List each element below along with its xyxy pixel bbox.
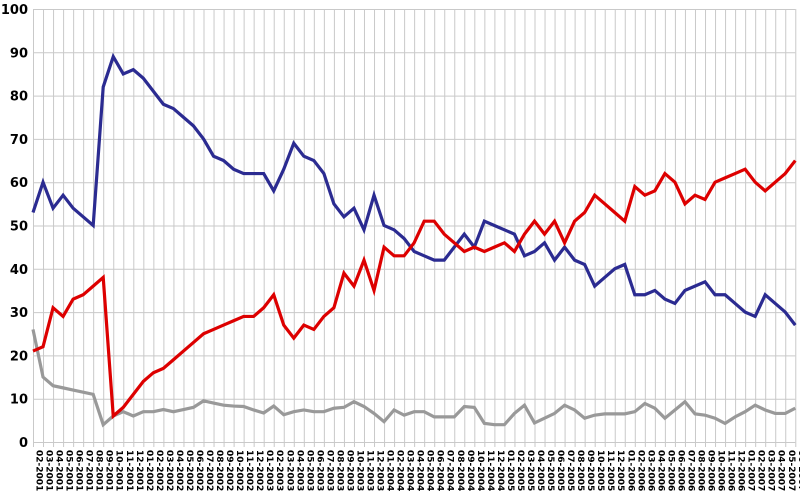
x-axis-labels: 02-2001 03-2001 04-2001 05-2001 06-2001 07-20… (34, 450, 800, 491)
x-axis-tick-label: 03-2001 (44, 450, 54, 491)
x-axis-tick-label: 02-2006 (635, 450, 645, 491)
x-axis-tick-label: 04-2002 (174, 450, 184, 491)
x-axis-tick-label: 06-2005 (555, 450, 565, 491)
x-axis-tick-label: 08-2006 (695, 450, 705, 491)
y-axis-tick-label: 10 (10, 393, 28, 408)
x-axis-tick-label: 09-2003 (344, 450, 354, 491)
x-axis-tick-label: 02-2004 (395, 450, 405, 491)
x-axis-tick-label: 05-2001 (64, 450, 74, 491)
x-axis-tick-label: 06-2004 (435, 450, 445, 491)
x-axis-tick-label: 02-2001 (34, 450, 44, 491)
x-axis-tick-label: 04-2001 (54, 450, 64, 491)
x-axis-tick-label: 08-2004 (455, 450, 465, 491)
x-axis-tick-label: 11-2006 (726, 450, 736, 491)
x-axis-tick-label: 10-2003 (354, 450, 364, 491)
x-axis-tick-label: 02-2005 (515, 450, 525, 491)
x-axis-tick-label: 04-2004 (415, 450, 425, 491)
red-line (32, 159, 797, 420)
x-axis-tick-label: 12-2001 (134, 450, 144, 491)
x-axis-tick-label: 03-2006 (645, 450, 655, 491)
x-axis-tick-label: 02-2007 (756, 450, 766, 491)
x-axis-tick-label: 09-2002 (224, 450, 234, 491)
x-axis-tick-label: 01-2005 (505, 450, 515, 491)
y-axis-tick-label: 20 (10, 349, 28, 364)
y-axis-tick-label: 40 (10, 263, 28, 278)
x-axis-tick-label: 09-2001 (104, 450, 114, 491)
x-axis-tick-label: 09-2006 (706, 450, 716, 491)
x-axis-tick-label: 06-2007 (796, 450, 800, 491)
x-axis-tick-label: 03-2002 (164, 450, 174, 491)
x-axis-tick-label: 10-2006 (716, 450, 726, 491)
y-axis-tick-label: 60 (10, 176, 28, 191)
x-axis-tick-label: 02-2003 (274, 450, 284, 491)
y-axis-tick-label: 50 (10, 220, 28, 235)
y-axis-tick-label: 30 (10, 306, 28, 321)
x-axis-tick-label: 06-2006 (675, 450, 685, 491)
x-axis-tick-label: 08-2002 (214, 450, 224, 491)
x-axis-tick-label: 05-2005 (545, 450, 555, 491)
x-axis-tick-label: 03-2003 (284, 450, 294, 491)
x-axis-tick-label: 05-2006 (665, 450, 675, 491)
x-axis-tick-label: 03-2004 (405, 450, 415, 491)
x-axis-tick-label: 11-2004 (485, 450, 495, 491)
x-axis-tick-label: 04-2006 (655, 450, 665, 491)
y-axis-tick-label: 100 (1, 3, 28, 18)
x-axis-tick-label: 05-2002 (184, 450, 194, 491)
x-axis-tick-label: 09-2005 (585, 450, 595, 491)
x-axis-tick-label: 12-2006 (736, 450, 746, 491)
x-axis-tick-label: 07-2004 (445, 450, 455, 491)
x-axis-tick-label: 11-2001 (124, 450, 134, 491)
x-axis-tick-label: 07-2002 (204, 450, 214, 491)
x-axis-tick-label: 08-2003 (334, 450, 344, 491)
y-axis-tick-label: 90 (10, 46, 28, 61)
x-axis-tick-label: 01-2004 (385, 450, 395, 491)
x-axis-tick-label: 12-2005 (615, 450, 625, 491)
x-axis-tick-label: 04-2005 (535, 450, 545, 491)
x-axis-tick-label: 01-2007 (746, 450, 756, 491)
x-axis-tick-label: 01-2002 (144, 450, 154, 491)
x-axis-tick-label: 06-2001 (74, 450, 84, 491)
x-axis-tick-label: 10-2004 (475, 450, 485, 491)
x-axis-tick-label: 02-2002 (154, 450, 164, 491)
blue-line (31, 52, 797, 327)
x-axis-tick-label: 08-2001 (94, 450, 104, 491)
x-axis-tick-label: 04-2007 (776, 450, 786, 491)
y-axis-tick-label: 70 (10, 133, 28, 148)
x-axis-tick-label: 01-2006 (625, 450, 635, 491)
x-axis-tick-label: 04-2003 (294, 450, 304, 491)
x-axis-tick-label: 07-2006 (685, 450, 695, 491)
x-axis-tick-label: 05-2004 (425, 450, 435, 491)
x-axis-tick-label: 06-2003 (314, 450, 324, 491)
y-axis-labels: 0 10 20 30 40 50 60 70 80 90 100 (1, 3, 28, 451)
y-axis-tick-label: 80 (10, 90, 28, 105)
x-axis-tick-label: 09-2004 (465, 450, 475, 491)
x-axis-tick-label: 06-2002 (194, 450, 204, 491)
x-axis-tick-label: 05-2007 (786, 450, 796, 491)
x-axis-tick-label: 10-2001 (114, 450, 124, 491)
x-axis-tick-label: 05-2003 (304, 450, 314, 491)
x-axis-tick-label: 10-2002 (234, 450, 244, 491)
x-axis-tick-label: 08-2005 (575, 450, 585, 491)
gray-line (31, 329, 797, 428)
x-axis-tick-label: 12-2003 (375, 450, 385, 491)
x-axis-tick-label: 03-2005 (525, 450, 535, 491)
x-axis-tick-label: 11-2002 (244, 450, 254, 491)
y-axis-tick-label: 0 (19, 436, 28, 451)
x-axis-tick-label: 03-2007 (766, 450, 776, 491)
x-axis-tick-label: 01-2003 (264, 450, 274, 491)
x-axis-tick-label: 11-2003 (364, 450, 374, 491)
x-axis-tick-label: 11-2005 (605, 450, 615, 491)
x-axis-tick-label: 07-2005 (565, 450, 575, 491)
x-axis-tick-label: 07-2001 (84, 450, 94, 491)
x-axis-tick-label: 12-2002 (254, 450, 264, 491)
x-axis-tick-label: 12-2004 (495, 450, 505, 491)
x-axis-tick-label: 10-2005 (595, 450, 605, 491)
x-axis-tick-label: 07-2003 (324, 450, 334, 491)
